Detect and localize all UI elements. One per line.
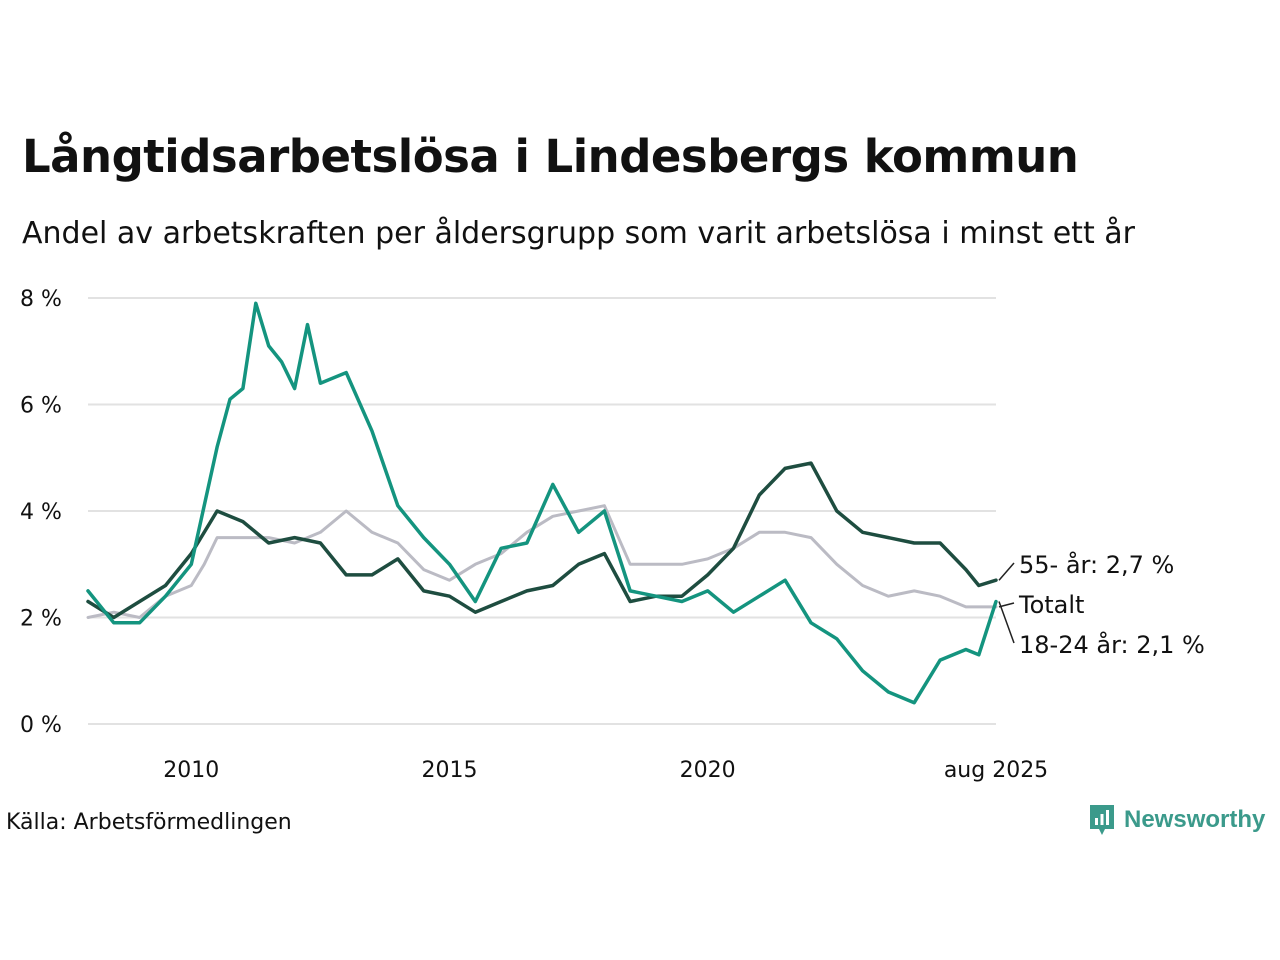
x-tick-label: 2010 bbox=[163, 758, 219, 783]
end-labels: Totalt 55- år: 2,7 % 18-24 år: 2,1 % bbox=[998, 550, 1205, 659]
series-lines bbox=[86, 301, 998, 705]
chart-title: Långtidsarbetslösa i Lindesbergs kommun bbox=[22, 130, 1079, 183]
series-line-old bbox=[86, 461, 998, 620]
x-axis-labels: 2010 2015 2020 aug 2025 bbox=[163, 758, 1048, 783]
newsworthy-logo[interactable]: Newsworthy bbox=[1088, 803, 1265, 837]
end-label-old: 55- år: 2,7 % bbox=[1019, 550, 1174, 579]
newsworthy-icon bbox=[1090, 805, 1114, 835]
leader-line bbox=[998, 562, 1015, 581]
x-tick-label: 2020 bbox=[680, 758, 736, 783]
y-tick-label: 8 % bbox=[20, 287, 62, 312]
y-tick-label: 0 % bbox=[20, 713, 62, 738]
leader-line bbox=[998, 601, 1015, 644]
line-chart: 0 % 2 % 4 % 6 % 8 % 2010 2015 2020 aug 2025 Tot… bbox=[20, 287, 1205, 783]
x-tick-label: aug 2025 bbox=[944, 758, 1048, 783]
y-tick-label: 4 % bbox=[20, 500, 62, 525]
brand-name: Newsworthy bbox=[1124, 806, 1266, 833]
end-label-total: Totalt bbox=[1018, 591, 1084, 619]
leader-line bbox=[998, 602, 1015, 608]
y-tick-label: 2 % bbox=[20, 607, 62, 632]
series-line-total bbox=[86, 504, 998, 619]
x-tick-label: 2015 bbox=[421, 758, 477, 783]
chart-subtitle: Andel av arbetskraften per åldersgrupp s… bbox=[22, 216, 1135, 251]
y-tick-label: 6 % bbox=[20, 394, 62, 419]
series-line-young bbox=[86, 301, 998, 705]
source-note: Källa: Arbetsförmedlingen bbox=[6, 810, 292, 835]
end-label-young: 18-24 år: 2,1 % bbox=[1019, 630, 1205, 659]
y-axis-labels: 0 % 2 % 4 % 6 % 8 % bbox=[20, 287, 62, 738]
